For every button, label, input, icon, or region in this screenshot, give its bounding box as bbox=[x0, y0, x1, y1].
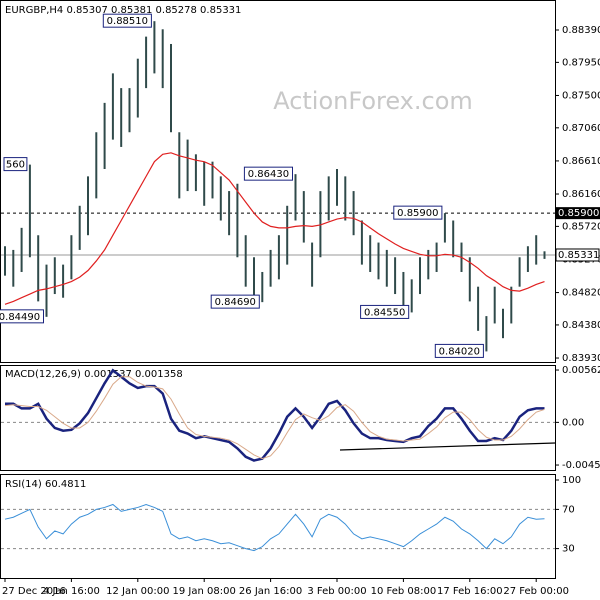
annotation-box bbox=[3, 157, 28, 172]
y-tick-label: 0.00 bbox=[562, 417, 584, 428]
rsi-panel bbox=[0, 474, 556, 579]
annotation-label: 0.84490 bbox=[0, 312, 40, 323]
x-tick-label: 27 Feb 00:00 bbox=[503, 586, 569, 597]
y-tick-label: 0.86160 bbox=[562, 189, 600, 200]
y-tick-label: 0.85720 bbox=[562, 221, 600, 232]
price-label-box bbox=[555, 248, 600, 262]
signal-line bbox=[4, 376, 545, 460]
y-tick-label: 0.88390 bbox=[562, 25, 600, 36]
y-tick-label: 0.86610 bbox=[562, 156, 600, 167]
price-label: 0.85331 bbox=[558, 250, 599, 261]
x-tick-label: 26 Jan 16:00 bbox=[239, 586, 302, 597]
x-tick-label: 19 Jan 08:00 bbox=[173, 586, 236, 597]
rsi-title: RSI(14) 60.4811 bbox=[5, 479, 86, 490]
annotation-label: 0.86430 bbox=[248, 169, 289, 180]
y-tick-label: 0.87500 bbox=[562, 90, 600, 101]
level-label: 0.85900 bbox=[558, 208, 599, 219]
y-tick-label: -0.004586 bbox=[562, 460, 600, 471]
annotation-box bbox=[393, 205, 443, 220]
trendline bbox=[339, 442, 556, 451]
annotation-label: 0.84550 bbox=[364, 307, 405, 318]
moving-average bbox=[4, 152, 545, 305]
x-tick-label: 27 Dec 2016 bbox=[2, 586, 66, 597]
level-label-box bbox=[556, 207, 600, 220]
macd-line bbox=[5, 368, 545, 462]
price-panel bbox=[0, 0, 556, 363]
annotation-label: 0.84690 bbox=[215, 297, 256, 308]
y-tick-label: 30 bbox=[562, 544, 575, 555]
y-tick-label: 0.87060 bbox=[562, 123, 600, 134]
rsi-line bbox=[4, 503, 545, 552]
annotation-box bbox=[210, 294, 260, 309]
annotation-box bbox=[434, 343, 484, 358]
watermark: ActionForex.com bbox=[273, 87, 473, 115]
annotation-box bbox=[243, 166, 293, 181]
macd-title: MACD(12,26,9) 0.001537 0.001358 bbox=[5, 369, 183, 380]
macd-panel bbox=[0, 365, 556, 471]
x-tick-label: 10 Feb 08:00 bbox=[371, 586, 437, 597]
annotation-box bbox=[0, 309, 44, 324]
y-tick-label: 0.005627 bbox=[562, 365, 600, 376]
x-tick-label: 17 Feb 16:00 bbox=[437, 586, 503, 597]
x-tick-label: 3 Feb 00:00 bbox=[307, 586, 366, 597]
annotation-label: 0.84020 bbox=[439, 346, 480, 357]
annotation-label: 0.85900 bbox=[397, 208, 438, 219]
x-tick-label: 12 Jan 00:00 bbox=[106, 586, 169, 597]
y-tick-label: 0.87950 bbox=[562, 57, 600, 68]
annotation-box bbox=[360, 304, 410, 319]
x-tick-label: 4 Jan 16:00 bbox=[43, 586, 100, 597]
annotation-box bbox=[102, 13, 152, 28]
chart-title: EURGBP,H4 0.85307 0.85381 0.85278 0.8533… bbox=[5, 5, 241, 16]
annotation-label: 0.88510 bbox=[107, 16, 148, 27]
y-tick-label: 0.84820 bbox=[562, 288, 600, 299]
y-tick-label: 100 bbox=[562, 475, 581, 486]
y-tick-label: 0.83930 bbox=[562, 353, 600, 364]
annotation-label: 560 bbox=[6, 160, 25, 171]
y-tick-label: 70 bbox=[562, 504, 575, 515]
y-tick-label: 0.84380 bbox=[562, 320, 600, 331]
